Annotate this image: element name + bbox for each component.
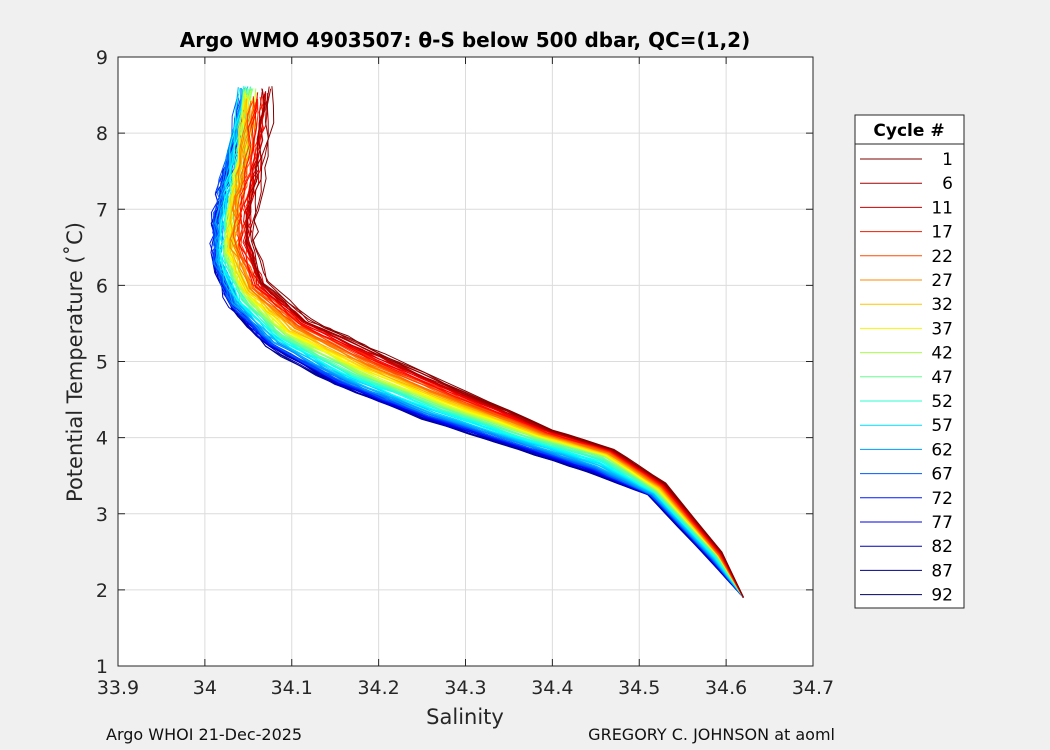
legend-label: 42: [931, 344, 953, 364]
x-axis-label: Salinity: [426, 705, 504, 729]
y-axis-label: Potential Temperature (˚C): [63, 222, 87, 502]
legend-label: 57: [931, 416, 953, 436]
x-tick-label: 34.1: [271, 677, 313, 699]
legend-label: 52: [931, 392, 953, 412]
legend-items: 1 6 11 17 22 27 32 37 42 47 52 57 62 67 72 77 82 87 92: [860, 150, 953, 606]
cycle-profile-line: [238, 98, 744, 598]
cycle-profile-line: [227, 96, 744, 598]
y-tick-label: 4: [96, 428, 108, 450]
y-tick-label: 9: [96, 47, 108, 69]
cycle-profile-line: [217, 87, 744, 598]
cycle-profile-line: [218, 87, 744, 598]
legend-label: 77: [931, 513, 953, 533]
legend: Cycle # 1 6 11 17 22 27 32 37 42 47 52 57 62 67 72 77 82…: [854, 114, 965, 609]
legend-label: 67: [931, 465, 953, 485]
legend-label: 17: [931, 223, 953, 243]
legend-title: Cycle #: [873, 121, 944, 141]
axis-ticks: 33.9 34 34.1 34.2 34.3 34.4 34.5 34.6 34.7123456…: [96, 47, 834, 699]
y-tick-label: 1: [96, 656, 108, 678]
y-tick-label: 8: [96, 123, 108, 145]
legend-label: 22: [931, 247, 953, 267]
cycle-profile-line: [238, 96, 744, 598]
legend-label: 47: [931, 368, 953, 388]
legend-label: 37: [931, 319, 953, 339]
legend-label: 87: [931, 561, 953, 581]
footer-left-text: Argo WHOI 21-Dec-2025: [106, 725, 303, 744]
legend-label: 92: [931, 586, 953, 606]
x-tick-label: 34.5: [618, 677, 660, 699]
cycle-profile-line: [249, 86, 744, 598]
y-tick-label: 6: [96, 275, 108, 297]
cycle-profile-line: [252, 86, 744, 598]
legend-label: 27: [931, 271, 953, 291]
footer-right-text: GREGORY C. JOHNSON at aoml: [588, 725, 835, 744]
data-curves: [209, 85, 744, 598]
x-tick-label: 34.4: [531, 677, 573, 699]
legend-label: 72: [931, 489, 953, 509]
y-tick-label: 5: [96, 352, 108, 374]
y-tick-label: 2: [96, 580, 108, 602]
legend-label: 1: [942, 150, 953, 170]
chart-title: Argo WMO 4903507: θ-S below 500 dbar, QC…: [180, 28, 750, 52]
y-tick-label: 3: [96, 504, 108, 526]
x-tick-label: 33.9: [97, 677, 139, 699]
cycle-profile-line: [245, 88, 744, 598]
legend-label: 11: [931, 198, 953, 218]
legend-label: 82: [931, 537, 953, 557]
y-tick-label: 7: [96, 199, 108, 221]
cycle-profile-line: [224, 91, 744, 598]
cycle-profile-line: [252, 88, 744, 598]
legend-label: 62: [931, 440, 953, 460]
x-tick-label: 34.3: [444, 677, 486, 699]
x-tick-label: 34.6: [705, 677, 747, 699]
cycle-profile-line: [232, 100, 744, 598]
legend-label: 32: [931, 295, 953, 315]
x-tick-label: 34.7: [792, 677, 834, 699]
legend-label: 6: [942, 174, 953, 194]
cycle-profile-line: [214, 87, 744, 598]
x-tick-label: 34.2: [357, 677, 399, 699]
legend-box: [854, 114, 965, 609]
x-tick-label: 34: [193, 677, 217, 699]
